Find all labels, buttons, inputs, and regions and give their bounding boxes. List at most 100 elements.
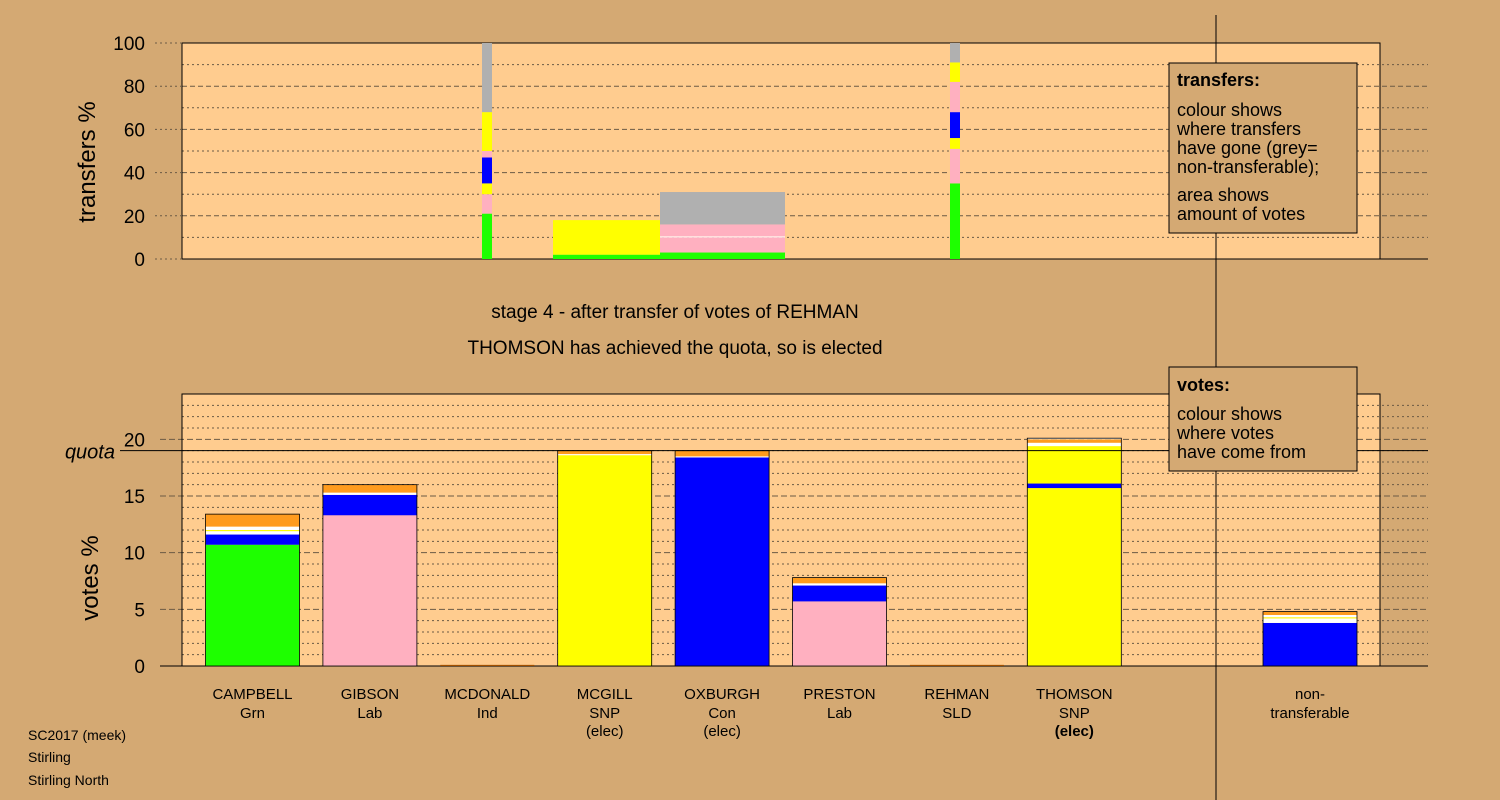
candidate-party: Lab: [827, 705, 852, 722]
vote-segment: [322, 494, 417, 516]
transfer-column-segment: [950, 62, 960, 82]
vote-segment: [557, 450, 652, 455]
vote-segment: [1263, 615, 1357, 618]
footer-election: SC2017 (meek): [28, 727, 126, 743]
transfers-tick-label: 60: [124, 120, 145, 141]
elected-subtitle: THOMSON has achieved the quota, so is el…: [467, 338, 882, 359]
vote-segment: [792, 585, 887, 602]
nontransferable-label: non-: [1295, 686, 1325, 703]
votes-legend-line: colour shows: [1177, 404, 1282, 424]
votes-y-axis: 0 5 10 15 20: [124, 430, 145, 678]
vote-segment: [557, 454, 652, 456]
transfers-y-axis: 0 20 40 60 80 100: [113, 34, 182, 271]
candidate-bar: [1026, 437, 1122, 667]
candidate-party: Lab: [357, 705, 382, 722]
candidate-status: (elec): [586, 723, 624, 740]
transfer-column-segment: [950, 43, 960, 63]
vote-segment: [1027, 446, 1122, 484]
vote-segment: [1027, 483, 1122, 489]
nontransferable-bar: [1262, 611, 1358, 667]
quota-label: quota: [65, 442, 115, 464]
vote-bar-outline: [322, 484, 418, 667]
vote-segment: [792, 583, 887, 586]
vote-segment: [205, 514, 300, 527]
transfers-tick-label: 100: [113, 34, 145, 55]
transfer-column-segment: [482, 43, 492, 113]
candidate-party: SLD: [942, 705, 971, 722]
candidate-bar: [792, 577, 887, 667]
candidate-status: (elec): [703, 723, 741, 740]
nontransferable-label: transferable: [1270, 705, 1349, 722]
vote-segment: [792, 601, 887, 666]
candidate-party: Ind: [477, 705, 498, 722]
vote-segment: [909, 664, 1004, 666]
footer-council: Stirling: [28, 749, 71, 765]
transfers-tick-label: 20: [124, 207, 145, 228]
vote-segment: [675, 456, 770, 458]
vote-bar-outline: [1026, 437, 1122, 667]
transfers-legend-heading: transfers:: [1177, 70, 1260, 90]
vote-segment: [675, 457, 770, 666]
votes-plot-frame: [181, 393, 1381, 667]
vote-bar-outline: [1262, 611, 1358, 667]
candidate-party: Grn: [240, 705, 265, 722]
votes-tick-label: 5: [134, 600, 145, 621]
vote-segment: [675, 450, 770, 457]
votes-tick-label: 0: [134, 657, 145, 678]
transfer-block-segment: [660, 237, 785, 253]
transfer-column-segment: [482, 183, 492, 195]
votes-legend-line: where votes: [1176, 423, 1274, 443]
vote-segment: [205, 530, 300, 532]
candidate-name: OXBURGH: [684, 686, 760, 703]
votes-legend-box: [1168, 366, 1358, 472]
vote-segment: [1263, 622, 1357, 666]
candidate-bar: [322, 484, 418, 667]
vote-segment: [1027, 442, 1122, 447]
transfers-y-axis-label: transfers %: [74, 101, 101, 222]
candidate-status: (elec): [1055, 723, 1094, 740]
candidate-name: GIBSON: [341, 686, 399, 703]
candidate-name: CAMPBELL: [212, 686, 292, 703]
vote-segment: [1027, 488, 1122, 666]
transfers-bars: [482, 43, 960, 259]
transfers-legend-line: non-transferable);: [1177, 157, 1319, 177]
vote-segment: [1263, 617, 1357, 619]
vote-segment: [1027, 438, 1122, 440]
vote-segment: [322, 515, 417, 666]
vote-bar-outline: [792, 577, 887, 667]
vote-segment: [205, 526, 300, 530]
vote-segment: [205, 544, 300, 666]
votes-tick-label: 20: [124, 430, 145, 451]
candidate-party: SNP: [1059, 705, 1090, 722]
candidate-name: PRESTON: [803, 686, 875, 703]
votes-legend-heading: votes:: [1177, 375, 1230, 395]
candidate-labels: CAMPBELL Grn GIBSON Lab MCDONALD Ind MCGILL SNP…: [212, 686, 1349, 740]
transfer-column-segment: [482, 151, 492, 158]
vote-bar-outline: [205, 513, 300, 667]
candidate-bar: [557, 450, 653, 667]
transfers-legend-box: [1168, 62, 1358, 234]
candidate-name: REHMAN: [924, 686, 989, 703]
votes-tick-label: 15: [124, 487, 145, 508]
candidate-name: MCDONALD: [444, 686, 530, 703]
transfer-column-segment: [950, 112, 960, 139]
vote-segment: [1263, 611, 1357, 615]
transfer-column-segment: [950, 148, 960, 184]
transfer-block-segment: [660, 236, 785, 238]
vote-segment: [792, 577, 887, 584]
transfers-legend-line: colour shows: [1177, 100, 1282, 120]
transfer-block-segment: [660, 252, 785, 259]
candidate-bar: [205, 513, 300, 667]
transfers-legend-line: amount of votes: [1177, 204, 1305, 224]
candidate-bar: [909, 664, 1004, 666]
transfers-tick-label: 0: [134, 250, 145, 271]
votes-legend: votes: colour shows where votes have com…: [1168, 366, 1358, 472]
transfers-legend-line: where transfers: [1176, 119, 1301, 139]
transfer-block-segment: [660, 224, 785, 237]
candidate-party: Con: [708, 705, 736, 722]
vote-segment: [205, 534, 300, 545]
candidate-bar: [440, 664, 535, 666]
transfer-column-segment: [950, 138, 960, 149]
transfers-tick-label: 80: [124, 77, 145, 98]
